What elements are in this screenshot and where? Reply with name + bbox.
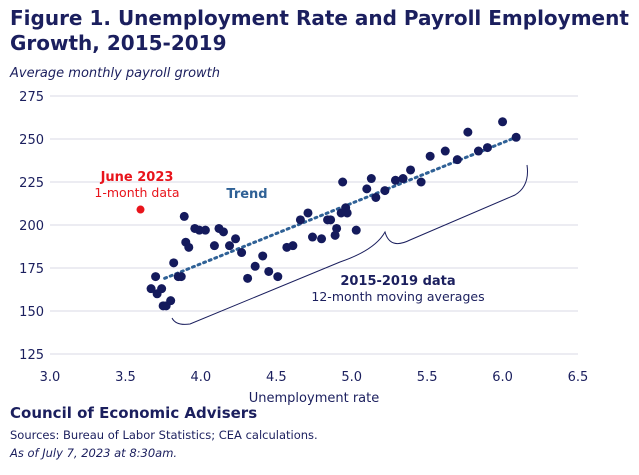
data-point <box>463 127 473 137</box>
x-tick-label: 4.0 <box>191 370 212 385</box>
data-point <box>166 296 176 306</box>
data-point <box>179 211 189 221</box>
x-tick-label: 6.0 <box>492 370 513 385</box>
y-tick-label: 225 <box>19 176 44 191</box>
data-point <box>498 117 508 127</box>
data-point <box>371 192 381 202</box>
data-point <box>390 175 400 185</box>
footer-asof: As of July 7, 2023 at 8:30am. <box>10 446 178 460</box>
data-point <box>237 248 247 258</box>
june-subtitle: 1-month data <box>94 185 179 200</box>
footer-sources: Sources: Bureau of Labor Statistics; CEA… <box>10 428 318 442</box>
footer-org: Council of Economic Advisers <box>10 404 258 422</box>
data-point <box>264 266 274 276</box>
data-point <box>231 234 241 244</box>
data-point <box>303 208 313 218</box>
data-point <box>169 258 179 268</box>
data-point <box>273 272 283 282</box>
y-tick-label: 175 <box>19 262 44 277</box>
x-tick-label: 3.0 <box>40 370 61 385</box>
y-tick-label: 125 <box>19 348 44 363</box>
data-title: 2015-2019 data <box>340 274 455 289</box>
data-point <box>157 284 167 294</box>
data-point <box>406 165 416 175</box>
data-subtitle: 12-month moving averages <box>311 289 484 304</box>
data-point <box>362 184 372 194</box>
data-point <box>398 174 408 184</box>
data-point <box>366 174 376 184</box>
data-point <box>425 151 435 161</box>
data-point <box>351 225 361 235</box>
data-point <box>225 241 235 251</box>
trend-line <box>163 135 518 280</box>
data-point <box>209 241 219 251</box>
chart-title: Figure 1. Unemployment Rate and Payroll … <box>10 6 629 55</box>
data-point <box>243 273 253 283</box>
data-point <box>342 208 352 218</box>
data-point <box>326 215 336 225</box>
data-point <box>482 143 492 153</box>
trend-label: Trend <box>226 187 267 202</box>
june-title: June 2023 <box>100 170 174 185</box>
data-point <box>151 272 161 282</box>
y-tick-label: 200 <box>19 219 44 234</box>
data-point <box>473 146 483 156</box>
data-point <box>176 272 186 282</box>
data-point <box>511 132 521 142</box>
x-axis-label: Unemployment rate <box>249 391 379 406</box>
data-point <box>200 225 210 235</box>
data-point <box>317 234 327 244</box>
y-tick-label: 275 <box>19 90 44 105</box>
x-tick-label: 4.5 <box>266 370 287 385</box>
data-point <box>332 223 342 233</box>
data-point <box>258 251 268 261</box>
data-brace <box>171 164 528 325</box>
data-point <box>416 177 426 187</box>
y-axis-label: Average monthly payroll growth <box>10 66 220 81</box>
data-point <box>250 261 260 271</box>
x-tick-label: 6.5 <box>568 370 589 385</box>
data-point <box>295 215 305 225</box>
data-point <box>338 177 348 187</box>
data-point <box>218 227 228 237</box>
x-tick-label: 5.0 <box>341 370 362 385</box>
x-tick-label: 3.5 <box>115 370 136 385</box>
y-tick-label: 150 <box>19 305 44 320</box>
y-tick-label: 250 <box>19 133 44 148</box>
data-point <box>440 146 450 156</box>
june-2023-point <box>136 205 145 214</box>
data-point <box>288 241 298 251</box>
data-point <box>452 155 462 165</box>
data-point <box>380 186 390 196</box>
data-point <box>330 230 340 240</box>
data-point <box>146 284 156 294</box>
x-tick-label: 5.5 <box>417 370 438 385</box>
data-point <box>307 232 317 242</box>
data-point <box>184 242 194 252</box>
